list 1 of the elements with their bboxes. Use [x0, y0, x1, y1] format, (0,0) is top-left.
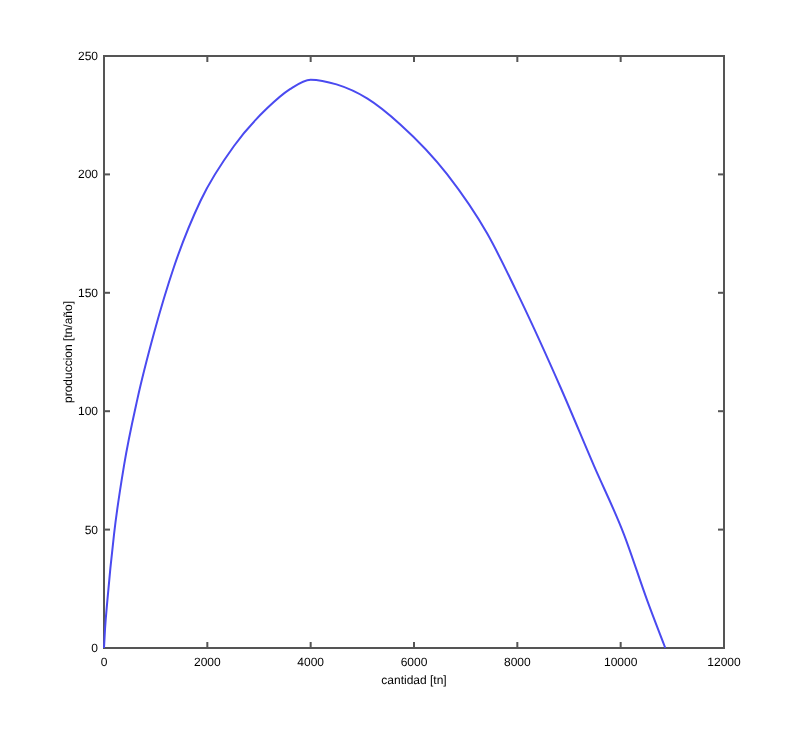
line-series — [103, 78, 667, 649]
